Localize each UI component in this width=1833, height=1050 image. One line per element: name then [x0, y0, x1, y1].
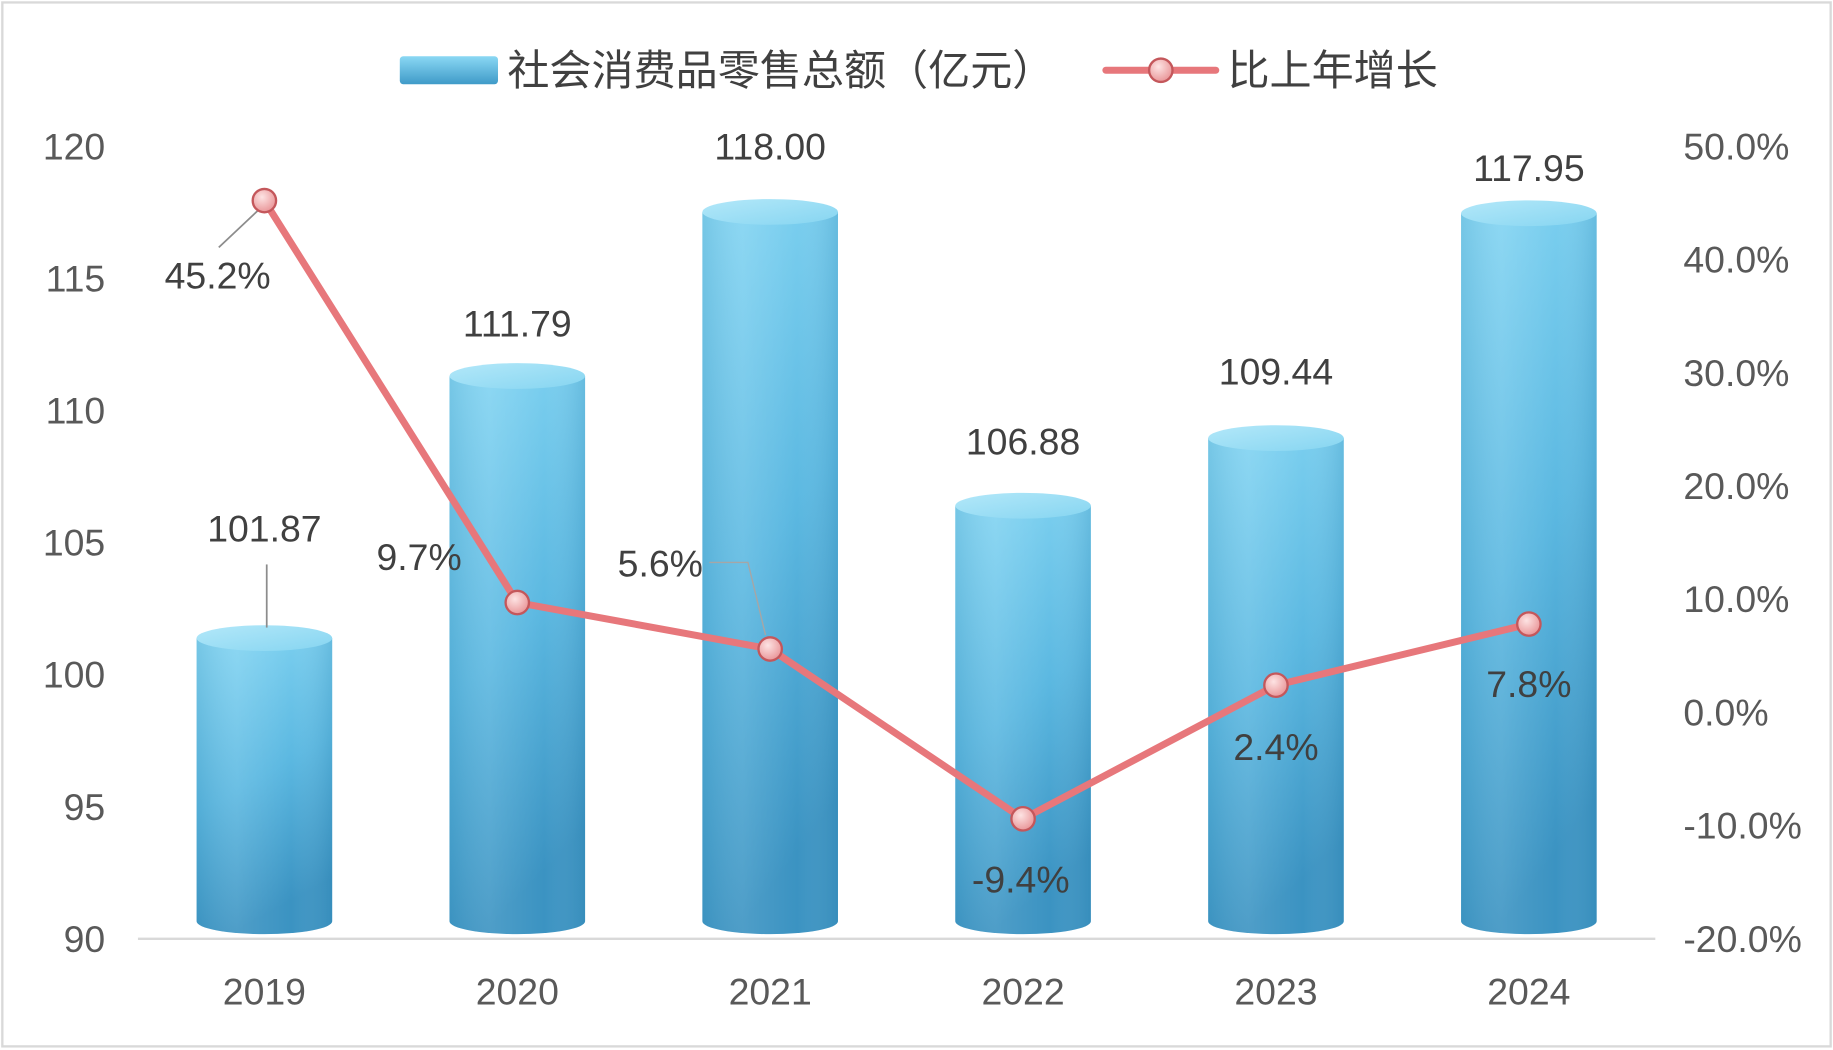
- growth-point-2021: [757, 636, 784, 662]
- legend-bar-label: 社会消费品零售总额（亿元）: [507, 46, 1054, 95]
- left-y-axis: 90 95 100 105 110 115 120: [43, 125, 105, 960]
- bar-shading: [702, 211, 838, 935]
- left-y-tick-label: 110: [46, 390, 106, 432]
- growth-line: [260, 197, 1533, 823]
- bar-shading: [449, 376, 586, 935]
- right-y-tick-label: 30.0%: [1683, 352, 1789, 394]
- growth-value-label-2021: 5.6%: [618, 543, 703, 585]
- x-axis: 2019 2020 2021 2022 2023 2024: [137, 937, 1656, 1013]
- legend: 社会消费品零售总额（亿元） 比上年增长: [399, 46, 1438, 95]
- leader-lines: [218, 209, 767, 636]
- left-y-tick-label: 120: [43, 125, 105, 167]
- bar-top: [196, 625, 333, 651]
- x-tick-label-2019: 2019: [223, 971, 306, 1013]
- bar-value-labels: 101.87 111.79 118.00 106.88 109.44 117.95: [207, 126, 1584, 550]
- bar-value-label-2024: 117.95: [1473, 147, 1585, 189]
- x-tick-label-2020: 2020: [476, 971, 559, 1013]
- growth-line-series: [251, 187, 1542, 832]
- bar-top: [1208, 425, 1344, 451]
- right-y-tick-label: -10.0%: [1683, 805, 1801, 847]
- left-y-tick-label: 95: [64, 786, 106, 828]
- growth-point-2024: [1516, 611, 1542, 637]
- growth-point-2022: [1010, 805, 1036, 832]
- legend-line-marker: [1147, 57, 1174, 84]
- bar-series: [196, 199, 1597, 935]
- legend-bar-swatch: [399, 56, 498, 85]
- legend-line-label: 比上年增长: [1227, 46, 1437, 95]
- bar-top: [449, 363, 586, 389]
- bar-shading: [955, 505, 1091, 935]
- bar-2020: [449, 363, 586, 935]
- left-y-tick-label: 100: [43, 654, 105, 696]
- bar-top: [702, 199, 838, 225]
- bar-value-label-2023: 109.44: [1219, 351, 1333, 393]
- right-y-tick-label: 10.0%: [1683, 578, 1789, 620]
- x-tick-label-2021: 2021: [729, 971, 812, 1013]
- growth-value-label-2024: 7.8%: [1486, 663, 1571, 705]
- growth-point-2019: [251, 187, 278, 214]
- left-y-tick-label: 115: [46, 257, 106, 299]
- bar-shading: [1461, 213, 1597, 935]
- right-y-tick-label: 50.0%: [1683, 125, 1789, 167]
- growth-value-label-2019: 45.2%: [165, 255, 271, 297]
- bar-value-label-2022: 106.88: [966, 421, 1080, 463]
- legend-item-bar-series: 社会消费品零售总额（亿元）: [399, 46, 1054, 95]
- growth-value-label-2020: 9.7%: [376, 536, 461, 578]
- bar-2022: [955, 492, 1091, 935]
- right-y-tick-label: 0.0%: [1683, 691, 1768, 733]
- growth-point-2020: [504, 589, 531, 616]
- left-y-tick-label: 105: [43, 522, 105, 564]
- left-y-tick-label: 90: [64, 918, 106, 960]
- growth-value-labels: 45.2% 9.7% 5.6% -9.4% 2.4% 7.8%: [165, 255, 1572, 901]
- x-tick-label-2022: 2022: [981, 971, 1064, 1013]
- right-y-tick-label: 40.0%: [1683, 239, 1789, 281]
- right-y-tick-label: -20.0%: [1683, 918, 1801, 960]
- bar-2024: [1461, 200, 1597, 935]
- growth-value-label-2023: 2.4%: [1233, 726, 1318, 768]
- bar-value-label-2019: 101.87: [207, 507, 321, 549]
- bar-2021: [702, 199, 838, 935]
- leader-line-growth-2019: [218, 209, 260, 248]
- bar-value-label-2021: 118.00: [714, 126, 826, 168]
- bar-shading: [196, 638, 333, 935]
- x-tick-label-2023: 2023: [1234, 971, 1317, 1013]
- bar-top: [1461, 200, 1597, 227]
- legend-item-line-series: 比上年增长: [1102, 46, 1438, 95]
- leader-line-growth-2021: [709, 561, 767, 636]
- bar-value-label-2020: 111.79: [463, 302, 572, 344]
- bar-top: [955, 492, 1091, 519]
- x-tick-label-2024: 2024: [1487, 971, 1570, 1013]
- right-y-tick-label: 20.0%: [1683, 465, 1789, 507]
- right-y-axis: -20.0% -10.0% 0.0% 10.0% 20.0% 30.0% 40.0% 50.0…: [1683, 125, 1801, 960]
- growth-value-label-2022: -9.4%: [972, 859, 1070, 901]
- growth-point-2023: [1263, 672, 1289, 699]
- bar-2019: [196, 625, 333, 935]
